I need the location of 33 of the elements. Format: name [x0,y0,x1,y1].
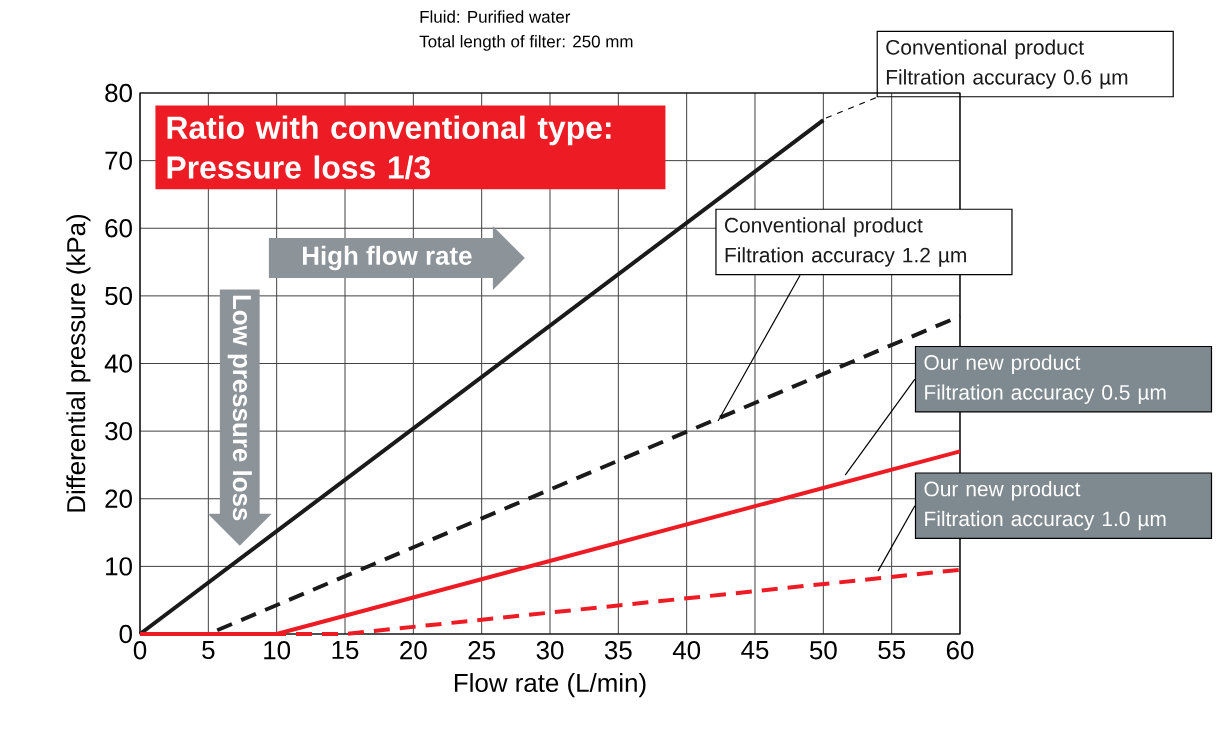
y-tick-label: 40 [104,354,132,373]
x-tick-label: 45 [741,641,769,660]
x-tick-label: 40 [672,641,701,660]
x-tick-label: 5 [202,641,215,660]
x-tick-label: 55 [878,641,905,660]
annotation: Low pressure loss [227,295,252,521]
x-tick-label: 15 [332,641,359,660]
annotation: Ratio with conventional type: Pressure loss 1/3 [167,115,611,180]
x-tick-label: 50 [809,641,837,660]
text: Our new product Filtration accuracy 0.5 µm [924,354,1166,404]
y-tick-label: 50 [105,286,132,306]
x-tick-label: 60 [946,641,974,660]
x-tick-label: 0 [133,641,147,660]
y-tick-label: 30 [105,421,132,441]
text: Fluid: Purified water [420,10,571,23]
y-tick-label: 0 [119,624,132,644]
x-tick-label: 10 [264,641,291,660]
y-tick-label: 70 [105,151,132,170]
y-tick-label: 20 [105,489,132,508]
y-tick-label: 60 [105,219,132,238]
text: Our new product Filtration accuracy 1.0 µm [924,480,1166,531]
x-axis-title: Flow rate (L/min) [454,673,646,698]
text: Total length of filter: 250 mm [419,35,633,51]
x-tick-label: 25 [468,641,495,660]
annotation: High flow rate [302,245,472,271]
text: Conventional product Filtration accuracy 0.6 µm [886,39,1128,89]
y-axis-title: Differential pressure (kPa) [66,214,91,512]
x-tick-label: 35 [604,641,632,660]
x-tick-label: 30 [536,641,564,660]
y-tick-label: 80 [105,83,132,103]
x-tick-label: 20 [400,641,427,660]
y-tick-label: 10 [106,557,132,576]
text: Conventional product Filtration accuracy 1.2 µm [725,217,966,267]
